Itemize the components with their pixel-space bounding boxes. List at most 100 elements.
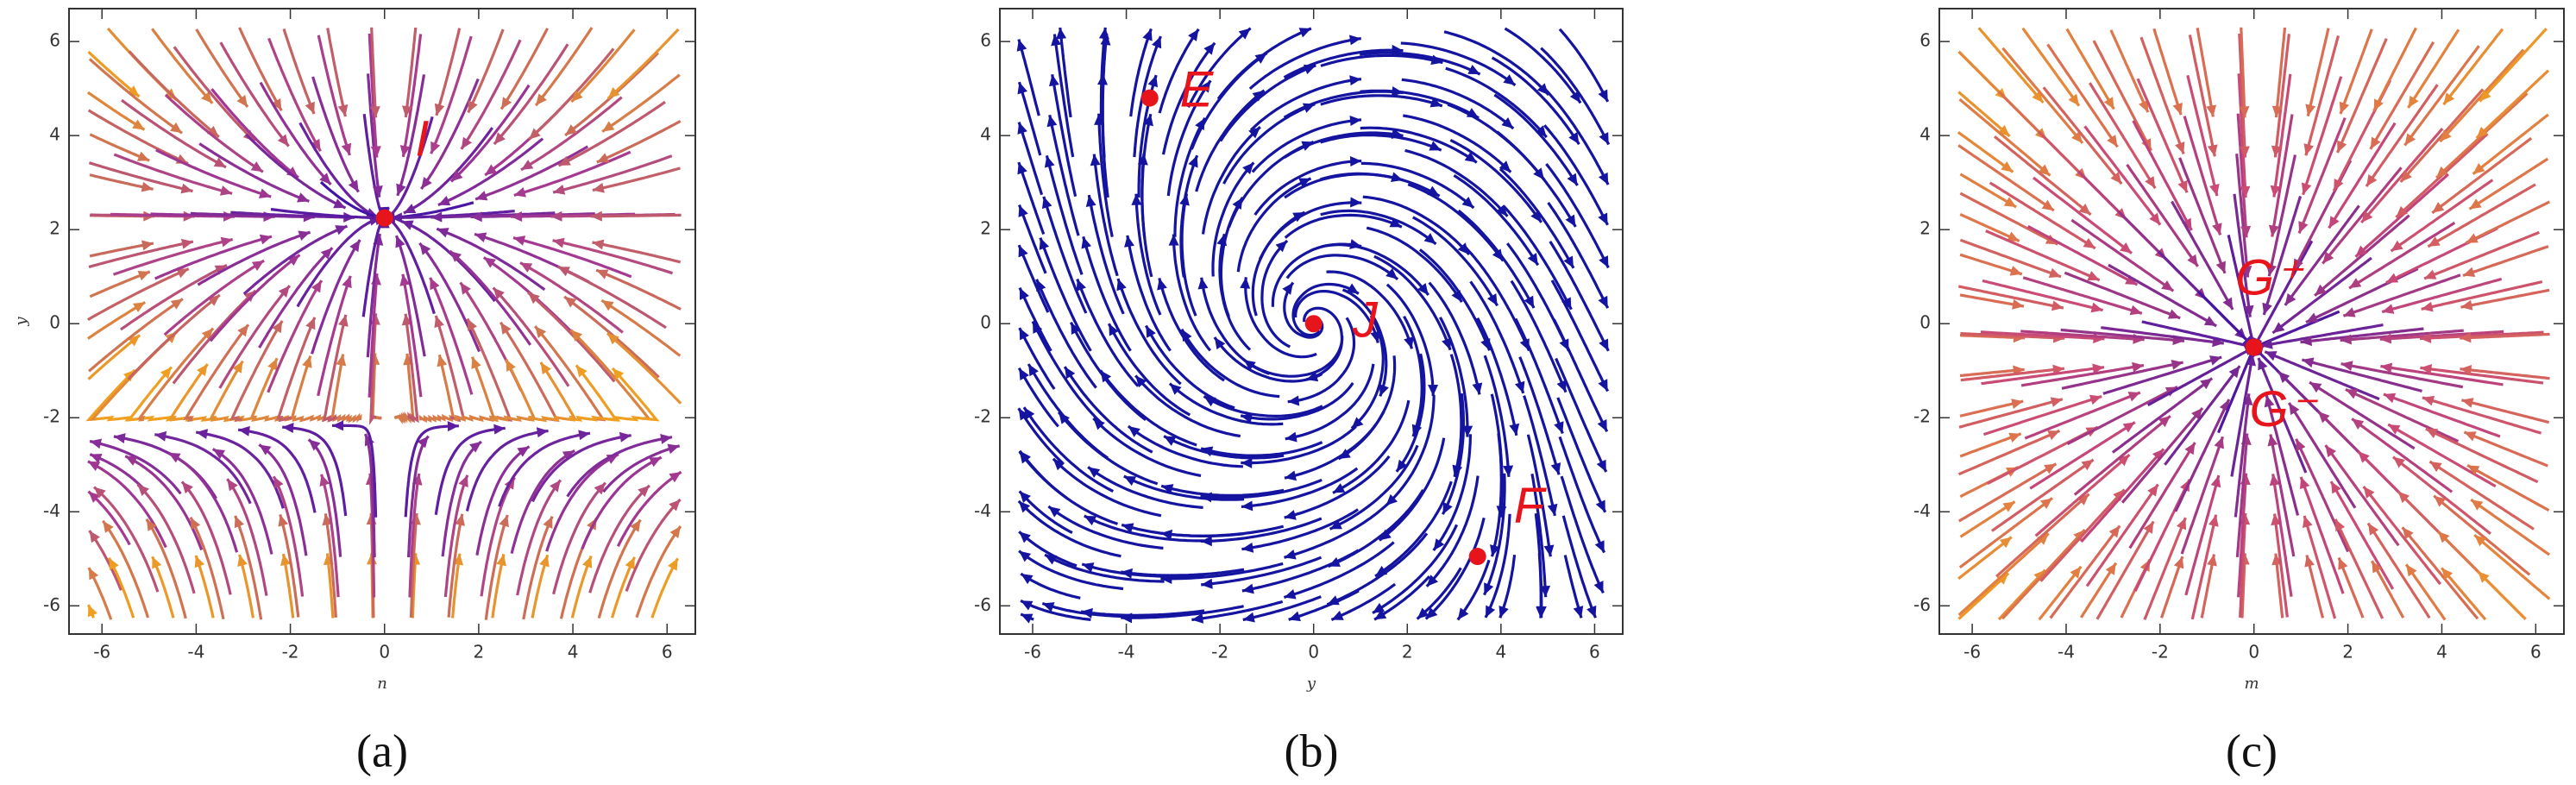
arrowhead (2239, 146, 2250, 158)
arrowhead (1203, 42, 1216, 55)
arrowhead (592, 239, 605, 250)
streamline (2143, 517, 2187, 620)
streamline (2128, 442, 2196, 550)
streamline (370, 27, 378, 118)
streamline (1121, 568, 1245, 577)
streamline (1560, 475, 1605, 594)
streamline (528, 47, 615, 141)
arrowhead (2033, 569, 2045, 582)
streamline (1561, 515, 1597, 619)
arrowhead (2001, 160, 2014, 173)
streamline (1303, 306, 1344, 381)
streamline (331, 424, 378, 518)
streamline (510, 449, 575, 554)
arrowhead (2173, 556, 2184, 569)
arrowhead (493, 424, 506, 435)
streamline (1017, 122, 1044, 196)
streamline (2365, 84, 2439, 188)
arrowhead (2203, 316, 2217, 326)
point-label: I (415, 111, 429, 167)
arrowhead (152, 556, 162, 569)
arrowhead (1131, 193, 1142, 205)
arrowhead (280, 554, 291, 566)
arrowhead (501, 97, 512, 110)
streamline (595, 268, 682, 311)
arrowhead (1298, 178, 1311, 188)
streamline (326, 28, 347, 117)
streamline (2433, 494, 2531, 576)
streamline (1493, 93, 1579, 186)
arrowhead (2302, 357, 2315, 368)
streamline (1362, 195, 1471, 256)
arrowhead (1284, 470, 1297, 481)
arrowhead (2228, 366, 2240, 379)
arrowhead (1509, 423, 1520, 436)
arrowhead (596, 153, 610, 163)
arrowhead (1242, 162, 1254, 175)
streamline (1116, 278, 1182, 386)
arrowhead (2175, 141, 2185, 154)
arrowhead (2278, 371, 2290, 384)
streamline (1320, 172, 1441, 198)
streamline (1989, 181, 2096, 250)
streamline (151, 28, 214, 104)
arrowhead (2078, 203, 2091, 215)
arrowhead (1203, 396, 1216, 407)
arrowhead (2388, 424, 2401, 435)
arrowhead (1275, 241, 1288, 253)
y-tick-label: 2 (980, 218, 991, 239)
arrowhead (196, 429, 209, 440)
arrowhead (1081, 236, 1091, 249)
arrowhead (506, 359, 516, 372)
arrowhead (511, 210, 523, 222)
streamline (635, 525, 682, 619)
arrowhead (1385, 493, 1398, 506)
streamline (1412, 216, 1499, 307)
streamline (466, 317, 513, 422)
arrowhead (1565, 214, 1576, 227)
arrowhead (1039, 237, 1050, 250)
arrowhead (1128, 426, 1140, 437)
streamline (1445, 66, 1548, 139)
streamline (2064, 271, 2181, 320)
streamline (1958, 398, 2064, 429)
arrowhead (132, 302, 146, 313)
arrowhead (2315, 284, 2327, 296)
arrowhead (540, 361, 551, 375)
arrowhead (109, 557, 119, 570)
streamline (2126, 163, 2199, 267)
streamline (1373, 575, 1431, 621)
streamline (1518, 356, 1561, 475)
arrowhead (2428, 236, 2441, 247)
arrowhead (2267, 434, 2278, 447)
arrowhead (2471, 499, 2484, 511)
streamline (1438, 317, 1469, 437)
streamline (2427, 183, 2536, 248)
arrowhead (430, 277, 440, 291)
streamline (1031, 320, 1103, 425)
arrowhead (1598, 172, 1609, 185)
arrowhead (2304, 555, 2315, 568)
y-axis-label: y (12, 317, 30, 327)
arrowhead (2339, 101, 2350, 114)
arrowhead (1385, 267, 1398, 279)
streamline (1163, 435, 1285, 460)
arrowhead (496, 554, 506, 567)
arrowhead (1428, 384, 1439, 397)
streamline (2022, 276, 2143, 315)
streamline (600, 298, 682, 357)
arrowhead (2268, 224, 2279, 237)
streamline (1552, 318, 1609, 432)
arrowhead (1098, 27, 1109, 40)
streamline (606, 332, 682, 405)
streamline (2164, 365, 2241, 466)
arrowhead (1561, 297, 1572, 310)
streamline (1285, 363, 1375, 441)
streamline (2178, 157, 2227, 274)
streamline (2252, 240, 2314, 349)
arrowhead (625, 556, 635, 570)
streamline (219, 41, 290, 148)
streamline (1510, 279, 1568, 393)
arrowhead (535, 326, 547, 338)
streamline (443, 474, 469, 598)
